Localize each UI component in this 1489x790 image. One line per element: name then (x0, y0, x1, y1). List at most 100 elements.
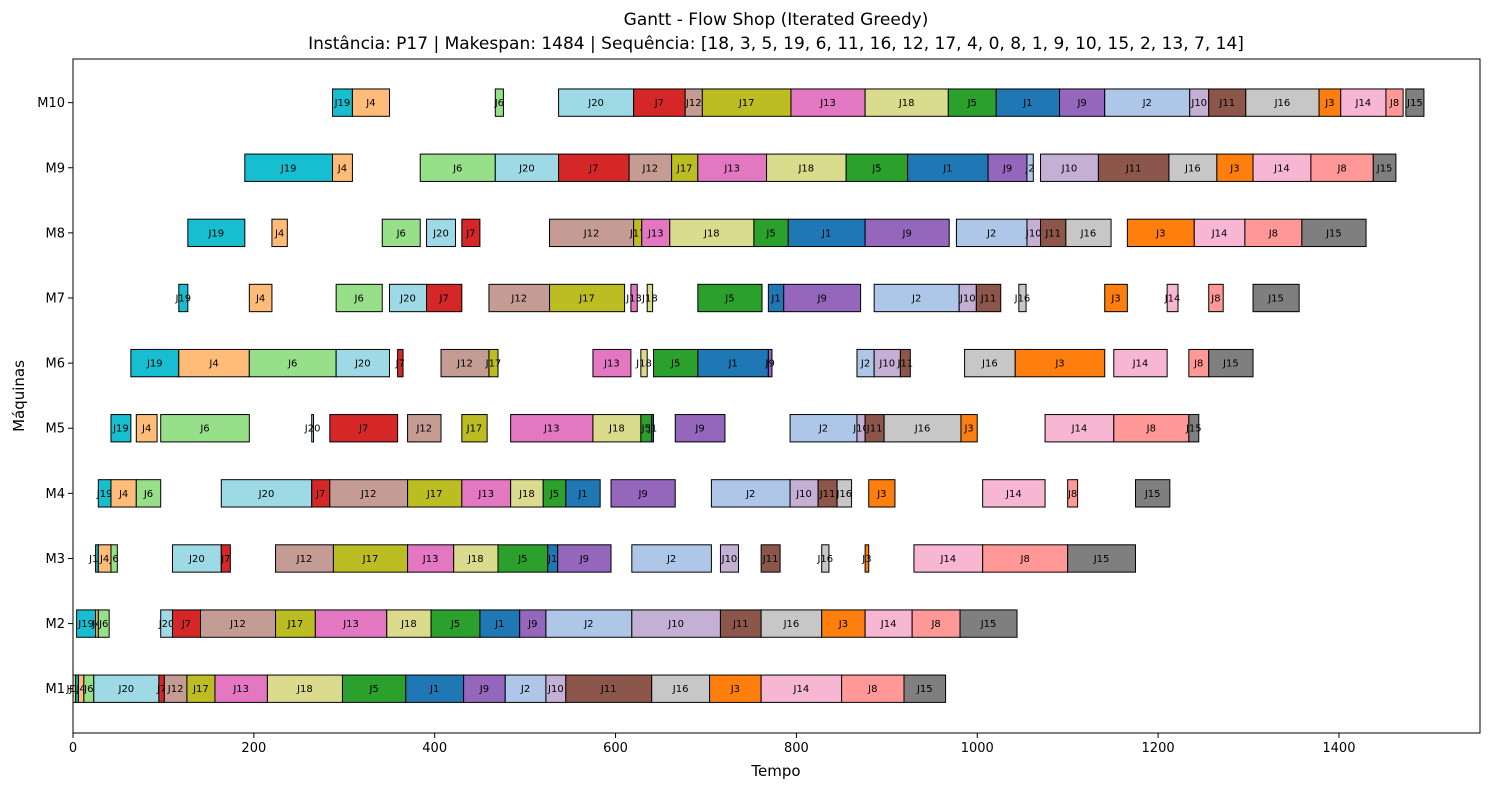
task-label: J9 (637, 489, 647, 500)
task-bar-m3-j18 (453, 544, 499, 573)
task-label: J5 (871, 163, 881, 174)
y-tick-label-m3: M3 (46, 552, 66, 567)
task-label: J19 (68, 684, 85, 695)
task-label: J3 (1054, 359, 1064, 370)
task-label: J2 (1142, 98, 1152, 109)
task-label: J11 (600, 684, 617, 695)
task-bar-m6-j5 (653, 348, 699, 378)
task-label: J10 (959, 293, 976, 304)
x-axis-label: Tempo (750, 762, 800, 780)
task-label: J7 (439, 293, 449, 304)
task-label: J5 (670, 359, 680, 370)
task-bar-m1-j18 (266, 674, 343, 703)
task-bar-m6-j19 (130, 348, 180, 378)
task-label: J9 (479, 684, 489, 695)
task-bar-m6-j18 (640, 348, 648, 378)
task-label: J13 (342, 619, 359, 630)
task-bar-m2-j14 (864, 609, 913, 638)
y-axis: M1 M2 M3 M4 M5 M6 M7 M8 M9 M10 (37, 96, 73, 697)
task-bar-m6-j7 (397, 348, 404, 378)
task-bar-m5-j18 (592, 414, 642, 443)
task-bar-m10-j14 (1340, 88, 1387, 117)
y-tick-label-m10: M10 (37, 96, 65, 111)
task-label: J13 (819, 98, 836, 109)
task-label: J20 (432, 228, 449, 239)
task-label: J6 (83, 684, 93, 695)
task-label: J2 (860, 359, 870, 370)
task-label: J15 (1267, 293, 1284, 304)
task-label: J7 (588, 163, 598, 174)
task-bar-m8-j16 (1065, 218, 1112, 248)
task-label: J15 (1093, 554, 1110, 565)
task-bar-m6-j12 (440, 348, 490, 378)
task-bar-m2-j16 (760, 609, 823, 638)
task-label: J15 (1325, 228, 1342, 239)
task-label: J17 (485, 359, 502, 370)
task-label: J1 (547, 554, 557, 565)
task-label: J7 (315, 489, 325, 500)
x-tick-label: 600 (603, 741, 628, 756)
task-bar-m3-j11 (760, 544, 781, 573)
task-label: J13 (723, 163, 740, 174)
task-label: J8 (1210, 293, 1220, 304)
task-bar-m3-j3 (864, 544, 870, 573)
task-label: J8 (1067, 489, 1077, 500)
task-bar-m4-j14 (982, 479, 1046, 508)
task-label: J9 (902, 228, 912, 239)
task-label: J14 (1164, 293, 1181, 304)
task-bar-m5-j16 (883, 414, 962, 443)
task-bar-m6-j13 (592, 348, 632, 378)
task-label: J17 (192, 684, 209, 695)
task-bar-m4-j12 (329, 479, 409, 508)
task-bar-m4-j9 (610, 479, 676, 508)
task-bar-m2-j11 (719, 609, 762, 638)
task-bar-m8-j8 (1244, 218, 1303, 248)
task-label: J17 (287, 619, 304, 630)
task-label: J14 (1273, 163, 1290, 174)
task-label: J10 (547, 684, 564, 695)
task-label: J7 (220, 554, 230, 565)
task-label: J12 (229, 619, 246, 630)
task-label: J3 (1229, 163, 1239, 174)
y-axis-label: Máquinas (10, 360, 28, 432)
task-label: J16 (914, 424, 931, 435)
task-bar-m10-j6 (494, 88, 504, 117)
task-label: J19 (77, 619, 94, 630)
task-bar-m9-j13 (697, 153, 768, 182)
task-bar-m2-j17 (275, 609, 316, 638)
task-label: J4 (118, 489, 128, 500)
task-label: J12 (510, 293, 527, 304)
task-label: J4 (274, 228, 284, 239)
task-label: J4 (337, 163, 347, 174)
task-bar-m4-j4 (110, 479, 137, 508)
task-label: J16 (816, 554, 833, 565)
task-bar-m10-j11 (1208, 88, 1247, 117)
task-label: J18 (608, 424, 625, 435)
task-bar-m3-j5 (497, 544, 549, 573)
task-bar-m4-j18 (510, 479, 544, 508)
task-bar-m6-j11 (899, 348, 911, 378)
task-bar-m1-j15 (903, 674, 947, 703)
task-bar-m10-j15 (1405, 88, 1425, 117)
task-label: J3 (838, 619, 848, 630)
task-label: J11 (897, 359, 914, 370)
task-bar-m7-j11 (975, 283, 1002, 313)
task-label: J14 (939, 554, 956, 565)
task-bar-m9-j20 (494, 153, 560, 182)
task-bar-m3-j2 (631, 544, 712, 573)
task-label: J5 (450, 619, 460, 630)
task-label: J18 (797, 163, 814, 174)
task-bar-m7-j16 (1018, 283, 1027, 313)
task-bar-m7-j17 (549, 283, 626, 313)
x-axis: 0 200 400 600 800 1000 1200 1400 (69, 733, 1355, 756)
task-label: J14 (1071, 424, 1088, 435)
task-bar-m6-j20 (335, 348, 390, 378)
task-label: J18 (400, 619, 417, 630)
task-label: J5 (368, 684, 378, 695)
task-label: J5 (641, 424, 651, 435)
task-bar-m3-j9 (557, 544, 612, 573)
task-label: J7 (358, 424, 368, 435)
task-label: J11 (1218, 98, 1235, 109)
task-label: J9 (817, 293, 827, 304)
task-bar-m1-j17 (186, 674, 216, 703)
